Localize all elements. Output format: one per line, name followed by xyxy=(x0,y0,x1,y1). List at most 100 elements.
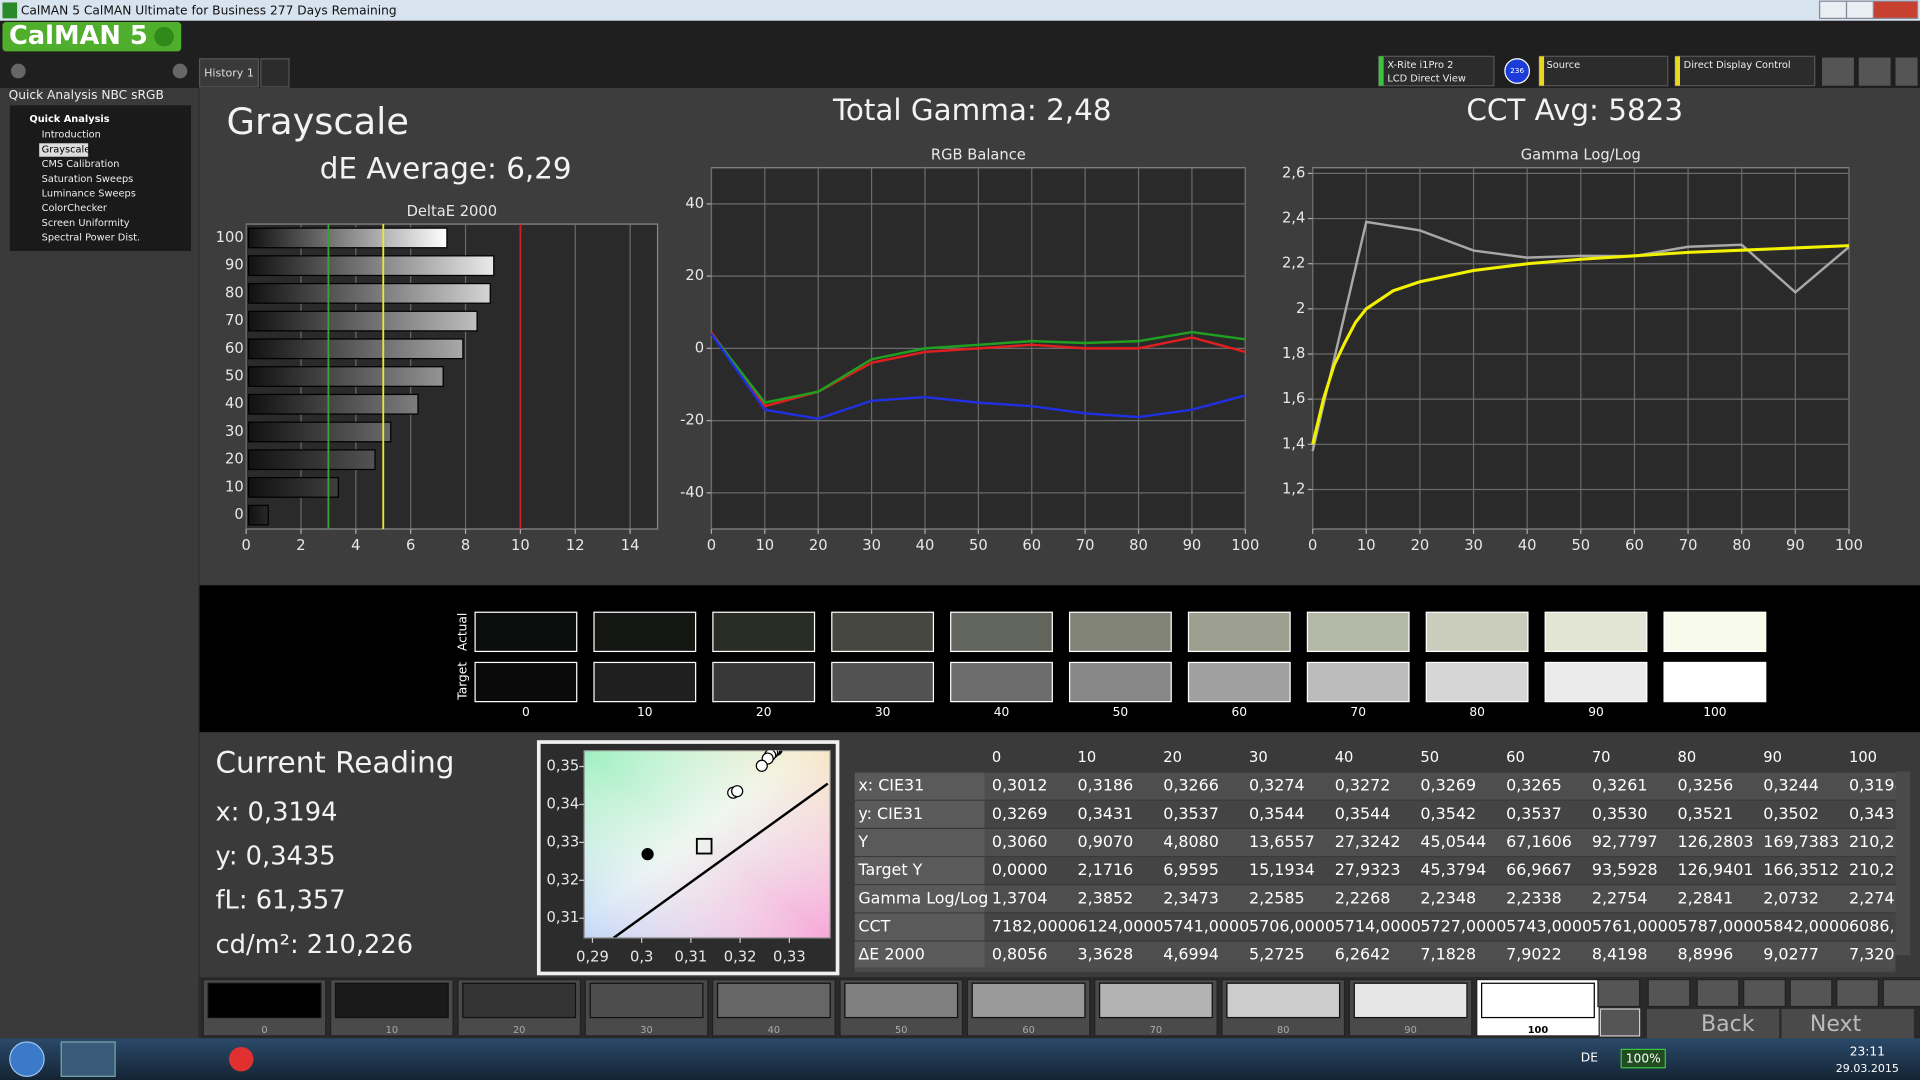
close-button[interactable] xyxy=(1872,0,1919,19)
actual-swatch xyxy=(1425,611,1529,653)
table-cell: 0,3256 xyxy=(1678,776,1734,795)
control-button[interactable] xyxy=(1836,978,1879,1008)
collapse-button[interactable] xyxy=(1895,57,1918,86)
battery-box xyxy=(1620,1048,1666,1069)
x-tick-label: 12 xyxy=(566,537,585,554)
x-tick-label: 0,3 xyxy=(630,949,653,966)
back-button[interactable] xyxy=(1646,1008,1780,1039)
actual-swatch xyxy=(950,611,1053,653)
table-cell: 5727,0000 xyxy=(1420,916,1506,935)
maximize-button[interactable] xyxy=(1845,0,1875,19)
tree-item[interactable]: CMS Calibration xyxy=(42,159,120,170)
patch-color xyxy=(334,982,449,1019)
history-tab[interactable] xyxy=(198,58,259,88)
control-button[interactable] xyxy=(1647,978,1691,1008)
x-tick-label: 80 xyxy=(1129,537,1148,554)
patch-color xyxy=(207,982,322,1019)
table-cell: 66,9667 xyxy=(1506,860,1572,879)
tree-item[interactable]: Grayscale xyxy=(42,144,91,155)
settings-button[interactable] xyxy=(1822,57,1854,86)
table-cell: 126,2803 xyxy=(1678,832,1754,851)
sidebar-collapse[interactable] xyxy=(172,63,188,79)
table-cell: 166,3512 xyxy=(1763,860,1839,879)
table-cell: 3,3628 xyxy=(1078,945,1134,964)
cct-average: CCT Avg: 5823 xyxy=(1466,93,1683,127)
control-button[interactable] xyxy=(1696,978,1740,1008)
start-button[interactable] xyxy=(9,1041,45,1077)
patch-label: 0 xyxy=(261,1025,267,1036)
patch-label: 100 xyxy=(1528,1025,1549,1036)
patch-color xyxy=(1481,982,1595,1019)
control-button[interactable] xyxy=(1789,978,1833,1008)
patch-label: 40 xyxy=(768,1025,780,1036)
logo-menu[interactable] xyxy=(154,26,174,47)
actual-swatch xyxy=(1544,611,1648,653)
meter-mode: LCD Direct View xyxy=(1387,73,1466,84)
table-cell: 2,3473 xyxy=(1163,888,1219,907)
logo-text: CalMAN 5 xyxy=(9,21,148,51)
meter-badge xyxy=(1504,58,1530,84)
calman-taskbar-icon[interactable] xyxy=(60,1041,116,1077)
y-category-label: 70 xyxy=(225,312,244,329)
y-tick-label: 0,34 xyxy=(546,795,579,812)
sidebar-pin[interactable] xyxy=(11,63,26,79)
table-scrollbar[interactable] xyxy=(1895,771,1911,956)
table-cell: 210,2260 xyxy=(1849,860,1920,879)
row-header-cell xyxy=(854,800,985,828)
bar xyxy=(247,310,478,332)
tree-item[interactable]: Screen Uniformity xyxy=(42,218,130,229)
tree-item[interactable]: ColorChecker xyxy=(42,203,108,214)
y-tick-label: 1,4 xyxy=(1282,435,1305,452)
target-swatch xyxy=(831,661,935,703)
next-label: Next xyxy=(1810,1012,1862,1037)
logo[interactable] xyxy=(2,22,182,52)
title-bar xyxy=(0,0,1920,21)
table-cell: 6124,0000 xyxy=(1078,916,1164,935)
table-cell: 15,1934 xyxy=(1249,860,1315,879)
add-tab[interactable] xyxy=(260,58,290,88)
target-swatch xyxy=(712,661,816,703)
y-tick-label: 2 xyxy=(1296,300,1305,317)
app-taskbar-icon[interactable] xyxy=(228,1046,254,1072)
table-cell: 0,3537 xyxy=(1163,804,1219,823)
y-category-label: 30 xyxy=(225,423,244,440)
table-cell: 126,9401 xyxy=(1678,860,1754,879)
column-header: 60 xyxy=(1506,749,1525,766)
selected-item xyxy=(39,143,89,157)
source-select[interactable] xyxy=(1538,55,1669,87)
next-button[interactable] xyxy=(1781,1008,1914,1039)
source-label: Source xyxy=(1547,60,1581,71)
row-label: CCT xyxy=(858,916,890,935)
series-line xyxy=(710,333,1246,421)
table-cell: 2,2740 xyxy=(1849,888,1905,907)
target-swatch xyxy=(1425,661,1529,703)
table-cell: 7,9022 xyxy=(1506,945,1562,964)
planckian-locus xyxy=(612,782,829,939)
help-button[interactable] xyxy=(1858,57,1891,86)
tree-item[interactable]: Introduction xyxy=(42,130,101,141)
x-tick-label: 20 xyxy=(809,537,828,554)
tree-item[interactable]: Saturation Sweeps xyxy=(42,174,134,185)
tree-item[interactable]: Luminance Sweeps xyxy=(42,188,136,199)
tree-item[interactable]: Spectral Power Dist. xyxy=(42,233,140,244)
x-tick-label: 30 xyxy=(862,537,881,554)
stop-button[interactable] xyxy=(1599,1008,1641,1037)
x-tick-label: 90 xyxy=(1183,537,1202,554)
swatch-label: 50 xyxy=(1113,705,1129,719)
patch-label: 70 xyxy=(1150,1025,1162,1036)
minimize-button[interactable] xyxy=(1818,0,1848,19)
table-cell: 0,3012 xyxy=(992,776,1048,795)
table-cell: 0,3544 xyxy=(1249,804,1305,823)
display-select[interactable] xyxy=(1674,55,1816,87)
table-row xyxy=(854,772,1896,800)
control-button[interactable] xyxy=(1743,978,1786,1008)
row-label: Actual xyxy=(455,613,469,651)
y-tick-label: 1,6 xyxy=(1282,390,1305,407)
table-cell: 2,2585 xyxy=(1249,888,1305,907)
row-label: x: CIE31 xyxy=(858,776,924,795)
control-button[interactable] xyxy=(1597,978,1641,1008)
control-button[interactable] xyxy=(1882,978,1920,1008)
y-category-label: 20 xyxy=(225,451,244,468)
patch-color xyxy=(1226,982,1341,1019)
